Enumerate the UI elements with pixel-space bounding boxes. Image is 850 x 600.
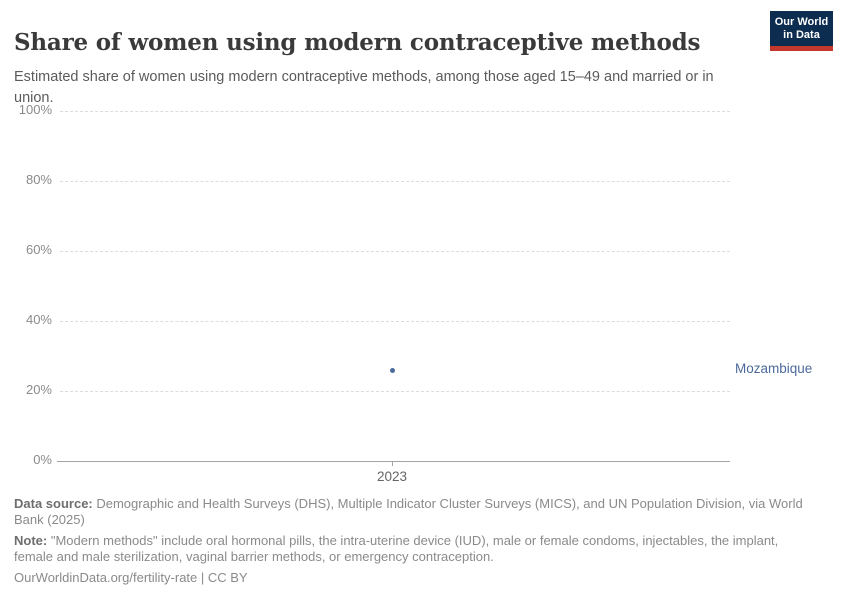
note-label: Note: bbox=[14, 533, 48, 548]
owid-logo-line1: Our World bbox=[774, 16, 829, 28]
y-axis-tick-label: 20% bbox=[25, 382, 52, 397]
y-axis-tick-label: 100% bbox=[18, 102, 52, 117]
owid-logo-line2: in Data bbox=[783, 29, 820, 41]
data-source-line: Data source: Demographic and Health Surv… bbox=[14, 496, 806, 527]
data-source-label: Data source: bbox=[14, 496, 93, 511]
y-axis-tick-label: 60% bbox=[25, 242, 52, 257]
x-axis-tick-label: 2023 bbox=[376, 469, 408, 484]
gridline bbox=[60, 111, 730, 112]
page-title: Share of women using modern contraceptiv… bbox=[14, 29, 701, 57]
gridline bbox=[60, 391, 730, 392]
citation-suffix: | CC BY bbox=[197, 570, 248, 585]
gridline bbox=[60, 251, 730, 252]
note-line: Note: "Modern methods" include oral horm… bbox=[14, 533, 806, 564]
x-axis-line bbox=[57, 461, 730, 462]
citation-line: OurWorldinData.org/fertility-rate | CC B… bbox=[14, 570, 806, 586]
gridline bbox=[60, 181, 730, 182]
y-axis-tick-label: 40% bbox=[25, 312, 52, 327]
data-point-mozambique[interactable] bbox=[389, 367, 395, 373]
gridline bbox=[60, 321, 730, 322]
y-axis-tick-label: 0% bbox=[33, 452, 52, 467]
note-text: "Modern methods" include oral hormonal p… bbox=[14, 533, 779, 564]
y-axis-tick-label: 80% bbox=[25, 172, 52, 187]
data-source-text: Demographic and Health Surveys (DHS), Mu… bbox=[14, 496, 803, 527]
citation-link[interactable]: OurWorldinData.org/fertility-rate bbox=[14, 570, 198, 585]
x-axis-tick-mark bbox=[392, 461, 393, 466]
chart-footer: Data source: Demographic and Health Surv… bbox=[14, 496, 806, 592]
chart-subtitle: Estimated share of women using modern co… bbox=[14, 68, 714, 106]
entity-label-mozambique[interactable]: Mozambique bbox=[735, 361, 813, 376]
owid-logo[interactable]: Our World in Data bbox=[770, 11, 833, 51]
